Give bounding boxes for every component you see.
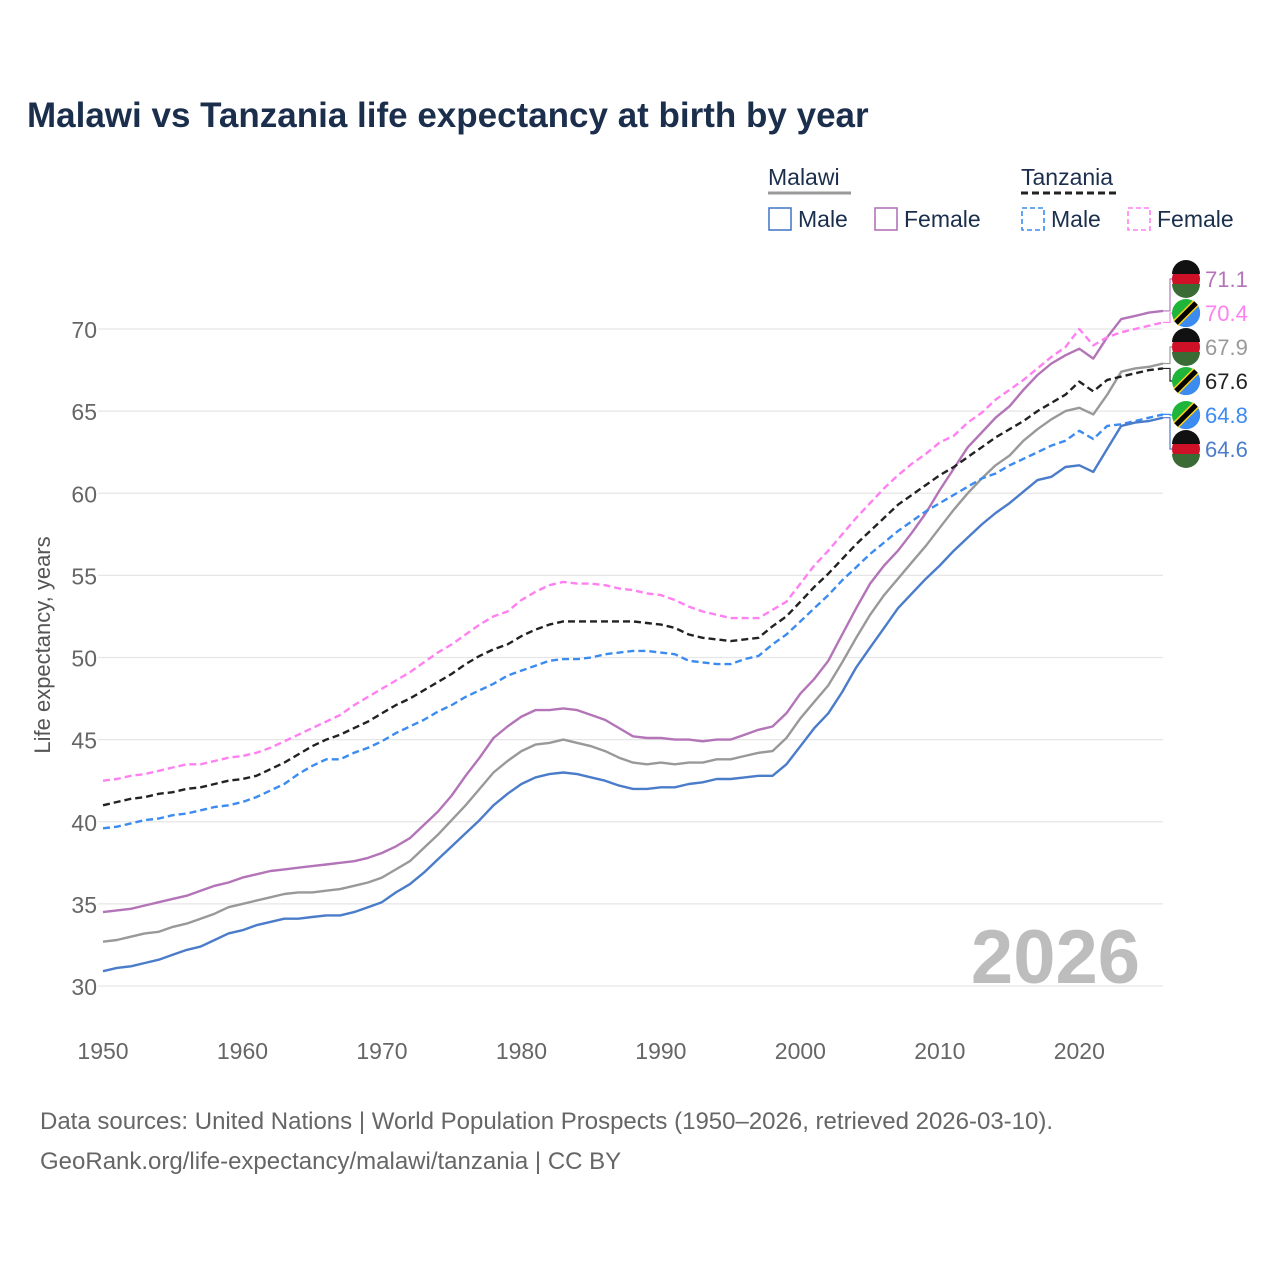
y-tick-label: 70 <box>71 317 97 343</box>
y-tick-label: 55 <box>71 563 97 589</box>
url-line: GeoRank.org/life-expectancy/malawi/tanza… <box>40 1148 622 1175</box>
malawi-flag-icon <box>1172 284 1200 298</box>
y-tick-label: 50 <box>71 646 97 672</box>
malawi-flag-icon <box>1172 328 1200 342</box>
series-line-tanzania-total <box>102 367 1164 807</box>
tanzania-flag-icon <box>1174 369 1198 393</box>
x-tick-label: 1990 <box>635 1038 686 1064</box>
legend-item-malawi-female: Female <box>904 206 981 232</box>
tanzania-flag-icon <box>1174 403 1198 427</box>
y-tick-label: 60 <box>71 481 97 507</box>
malawi-flag-icon <box>1172 260 1200 274</box>
end-value-label: 64.8 <box>1205 403 1248 428</box>
legend-item-malawi-male: Male <box>798 206 848 232</box>
x-tick-label: 1980 <box>496 1038 547 1064</box>
end-value-label: 70.4 <box>1205 301 1248 326</box>
end-value-label: 67.9 <box>1205 335 1248 360</box>
series-line-tanzania-male <box>102 413 1164 830</box>
end-value-label: 67.6 <box>1205 369 1248 394</box>
legend-swatch <box>874 207 898 231</box>
x-tick-label: 2020 <box>1054 1038 1105 1064</box>
legend-group-tanzania: Tanzania <box>1021 164 1113 190</box>
malawi-flag-icon <box>1172 352 1200 366</box>
y-tick-label: 30 <box>71 974 97 1000</box>
legend-swatch <box>1127 207 1151 231</box>
malawi-flag-icon <box>1172 430 1200 444</box>
x-tick-label: 1950 <box>77 1038 128 1064</box>
y-tick-label: 40 <box>71 810 97 836</box>
y-tick-label: 65 <box>71 399 97 425</box>
series-line-tanzania-female <box>102 321 1164 782</box>
legend-group-malawi: Malawi <box>768 164 840 190</box>
series-line-malawi-male <box>102 416 1164 973</box>
x-tick-label: 1960 <box>217 1038 268 1064</box>
y-tick-label: 45 <box>71 728 97 754</box>
source-line: Data sources: United Nations | World Pop… <box>40 1108 1054 1135</box>
series-line-malawi-female <box>102 309 1164 914</box>
y-tick-label: 35 <box>71 892 97 918</box>
malawi-flag-icon <box>1172 454 1200 468</box>
legend-item-tanzania-female: Female <box>1157 206 1234 232</box>
chart-title: Malawi vs Tanzania life expectancy at bi… <box>27 96 869 135</box>
end-value-label: 64.6 <box>1205 437 1248 462</box>
legend-item-tanzania-male: Male <box>1051 206 1101 232</box>
legend-swatch <box>768 207 792 231</box>
year-watermark: 2026 <box>971 915 1140 1000</box>
x-tick-label: 2000 <box>775 1038 826 1064</box>
series-line-malawi-total <box>102 362 1164 943</box>
y-axis-label: Life expectancy, years <box>30 536 55 753</box>
end-value-label: 71.1 <box>1205 267 1248 292</box>
x-tick-label: 2010 <box>914 1038 965 1064</box>
x-tick-label: 1970 <box>356 1038 407 1064</box>
legend-swatch <box>1021 207 1045 231</box>
tanzania-flag-icon <box>1174 301 1198 325</box>
